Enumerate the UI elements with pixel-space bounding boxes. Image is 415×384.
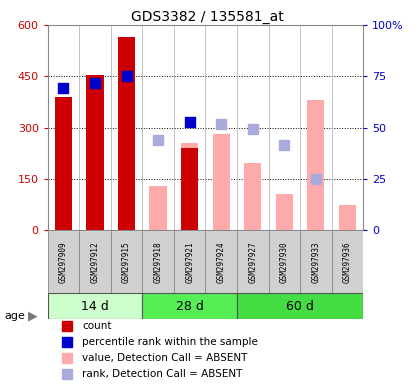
Bar: [149, 186, 167, 230]
Text: value, Detection Call = ABSENT: value, Detection Call = ABSENT: [83, 353, 248, 363]
Text: GSM297912: GSM297912: [90, 241, 100, 283]
Bar: [118, 37, 135, 230]
Text: GSM297930: GSM297930: [280, 241, 289, 283]
Bar: [86, 74, 104, 230]
Text: GSM297936: GSM297936: [343, 241, 352, 283]
Point: [186, 119, 193, 126]
Point: [63, 355, 70, 361]
Bar: [300, 230, 332, 293]
Point: [123, 73, 130, 79]
Text: GSM297918: GSM297918: [154, 241, 163, 283]
Point: [63, 371, 70, 377]
Bar: [332, 230, 363, 293]
Bar: [205, 230, 237, 293]
Bar: [48, 293, 142, 319]
Bar: [269, 230, 300, 293]
Point: [60, 85, 67, 91]
Text: GSM297921: GSM297921: [185, 241, 194, 283]
Bar: [181, 143, 198, 230]
Point: [281, 142, 288, 148]
Text: 28 d: 28 d: [176, 300, 204, 313]
Bar: [276, 194, 293, 230]
Bar: [48, 230, 79, 293]
Bar: [237, 230, 269, 293]
Bar: [55, 97, 72, 230]
Bar: [244, 164, 261, 230]
Bar: [142, 230, 174, 293]
Text: GSM297915: GSM297915: [122, 241, 131, 283]
Text: rank, Detection Call = ABSENT: rank, Detection Call = ABSENT: [83, 369, 243, 379]
Bar: [79, 230, 111, 293]
Bar: [237, 293, 363, 319]
Bar: [111, 230, 142, 293]
Bar: [307, 100, 325, 230]
Point: [249, 126, 256, 132]
Text: 60 d: 60 d: [286, 300, 314, 313]
Point: [63, 339, 70, 345]
Text: ▶: ▶: [28, 309, 38, 322]
Text: GSM297927: GSM297927: [248, 241, 257, 283]
Point: [218, 121, 225, 127]
Text: 14 d: 14 d: [81, 300, 109, 313]
Point: [155, 136, 161, 142]
Point: [312, 176, 319, 182]
Bar: [174, 230, 205, 293]
Bar: [212, 134, 230, 230]
Bar: [142, 293, 237, 319]
Text: age: age: [4, 311, 25, 321]
Text: GSM297909: GSM297909: [59, 241, 68, 283]
Text: GSM297924: GSM297924: [217, 241, 226, 283]
Bar: [339, 205, 356, 230]
Text: GSM297933: GSM297933: [311, 241, 320, 283]
Bar: [181, 148, 198, 230]
Point: [63, 323, 70, 329]
Point: [92, 80, 98, 86]
Text: count: count: [83, 321, 112, 331]
Text: percentile rank within the sample: percentile rank within the sample: [83, 337, 258, 347]
Text: GDS3382 / 135581_at: GDS3382 / 135581_at: [131, 10, 284, 23]
